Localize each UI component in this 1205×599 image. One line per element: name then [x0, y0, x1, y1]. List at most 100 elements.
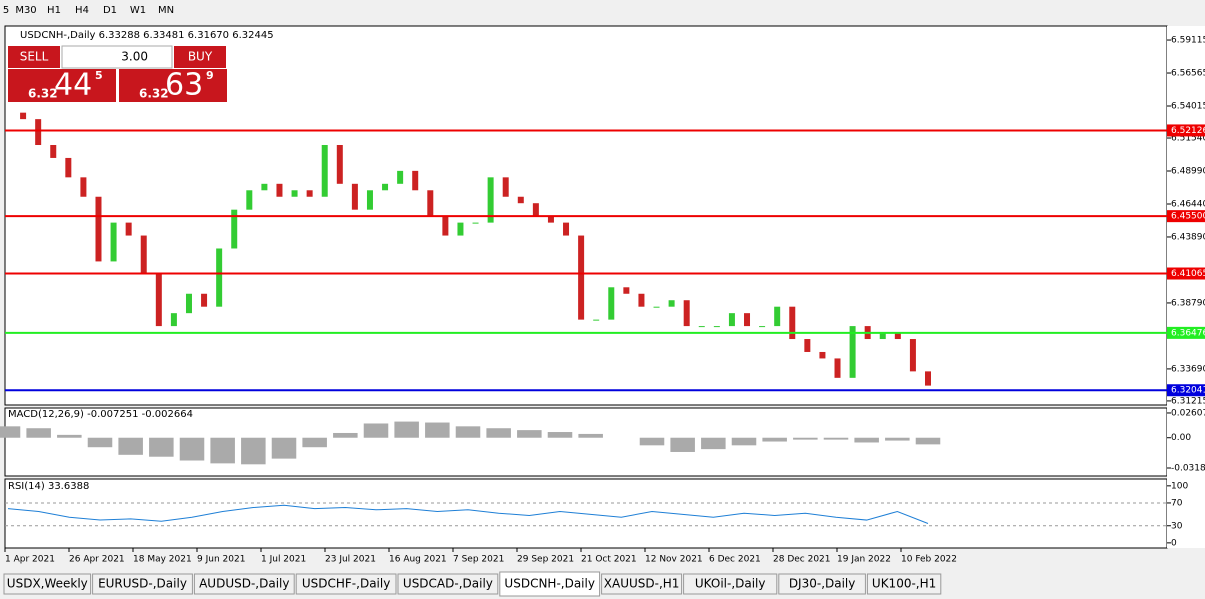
y-tick-label: 6.33690 — [1171, 364, 1205, 374]
macd-bar — [885, 437, 910, 441]
ask-big: 6.32 — [139, 87, 169, 101]
tab[interactable] — [778, 573, 866, 595]
x-tick-label: 26 Apr 2021 — [69, 555, 125, 565]
y-tick-label: 6.51540 — [1171, 134, 1205, 144]
macd-bar — [823, 437, 849, 440]
candle — [427, 190, 434, 217]
candle — [231, 209, 238, 249]
candle — [532, 203, 539, 217]
candle — [804, 339, 811, 352]
tab[interactable] — [397, 573, 499, 595]
y-tick-label: 100 — [1171, 481, 1188, 491]
candle — [336, 145, 343, 184]
candle — [909, 339, 916, 372]
x-tick-label: 1 Apr 2021 — [5, 555, 55, 565]
candle — [683, 300, 690, 327]
candle — [623, 287, 630, 294]
bid-box[interactable] — [8, 69, 116, 102]
x-tick-label: 23 Jul 2021 — [325, 555, 376, 565]
candle — [216, 248, 223, 307]
macd-bar — [731, 437, 757, 446]
y-tick-label: 0.02607 — [1171, 408, 1205, 418]
x-tick-label: 18 May 2021 — [133, 555, 192, 565]
candle — [653, 306, 660, 308]
tab[interactable] — [3, 573, 92, 595]
x-tick-label: 29 Sep 2021 — [517, 555, 574, 565]
candle — [80, 177, 87, 197]
candle — [638, 293, 645, 307]
candle — [155, 274, 162, 327]
candle — [95, 196, 102, 262]
macd-bar — [363, 423, 389, 438]
candle — [698, 326, 705, 328]
lot-value: 3.00 — [121, 50, 148, 64]
tab[interactable] — [601, 573, 683, 595]
timeframe-button[interactable]: W1 — [130, 5, 146, 16]
bid-big: 6.32 — [28, 87, 58, 101]
timeframe-button[interactable]: D1 — [103, 5, 117, 16]
candle — [457, 222, 464, 236]
candle — [306, 190, 313, 197]
sell-button[interactable] — [8, 46, 60, 68]
level-label: 6.36476 — [1171, 328, 1205, 338]
tab-label: USDCAD-,Daily — [403, 577, 493, 591]
x-tick-label: 12 Nov 2021 — [645, 555, 703, 565]
y-tick-label: 6.38790 — [1171, 298, 1205, 308]
candle — [261, 183, 268, 191]
timeframe-button[interactable]: H1 — [47, 5, 61, 16]
macd-bar — [486, 428, 511, 438]
candle — [819, 351, 826, 359]
macd-bar — [57, 434, 82, 438]
candle — [728, 313, 735, 327]
x-tick-label: 28 Dec 2021 — [773, 555, 831, 565]
candle — [593, 319, 600, 321]
macd-bar — [271, 437, 297, 459]
tab[interactable] — [92, 573, 193, 595]
timeframe-button[interactable]: MN — [158, 5, 174, 16]
ask-box[interactable] — [119, 69, 227, 102]
toolbar — [0, 0, 1205, 22]
y-tick-label: 6.56565 — [1171, 69, 1205, 79]
buy-label: BUY — [188, 50, 213, 64]
timeframe-button[interactable]: H4 — [75, 5, 89, 16]
candle — [140, 235, 147, 275]
y-tick-label: 0.00 — [1171, 433, 1191, 443]
y-tick-label: 6.48990 — [1171, 167, 1205, 177]
tab[interactable] — [866, 573, 942, 595]
buy-button[interactable] — [174, 46, 226, 68]
macd-bar — [149, 437, 174, 457]
sell-label: SELL — [20, 50, 49, 64]
macd-bar — [302, 437, 327, 448]
macd-bar — [241, 437, 266, 465]
tab[interactable] — [683, 573, 778, 595]
level-tag — [1167, 210, 1205, 223]
candle — [608, 287, 615, 320]
candle — [110, 222, 117, 262]
x-tick-label: 10 Feb 2022 — [901, 555, 957, 565]
y-tick-label: 6.54015 — [1171, 102, 1205, 112]
macd-bar — [517, 430, 542, 438]
tab[interactable] — [295, 573, 397, 595]
tab[interactable] — [499, 571, 601, 597]
level-label: 6.52126 — [1171, 126, 1205, 136]
candle — [894, 332, 901, 340]
candle — [563, 222, 570, 236]
tab-label: UKOil-,Daily — [695, 577, 766, 591]
timeframe-button[interactable]: 5 — [3, 5, 9, 16]
candle — [547, 216, 554, 223]
candle — [487, 177, 494, 223]
candle — [759, 326, 766, 328]
candle — [713, 326, 720, 328]
macd-bar — [425, 422, 450, 438]
tab[interactable] — [193, 573, 295, 595]
timeframe-button[interactable]: M30 — [15, 5, 36, 16]
candle — [125, 222, 132, 236]
candle — [925, 371, 931, 386]
tab-label: DJ30-,Daily — [789, 577, 856, 591]
macd-bar — [547, 432, 573, 438]
lot-input[interactable] — [61, 45, 173, 69]
candle — [276, 183, 283, 197]
level-tag — [1167, 384, 1205, 397]
candle — [502, 177, 509, 197]
tab-label: USDCHF-,Daily — [302, 577, 390, 591]
